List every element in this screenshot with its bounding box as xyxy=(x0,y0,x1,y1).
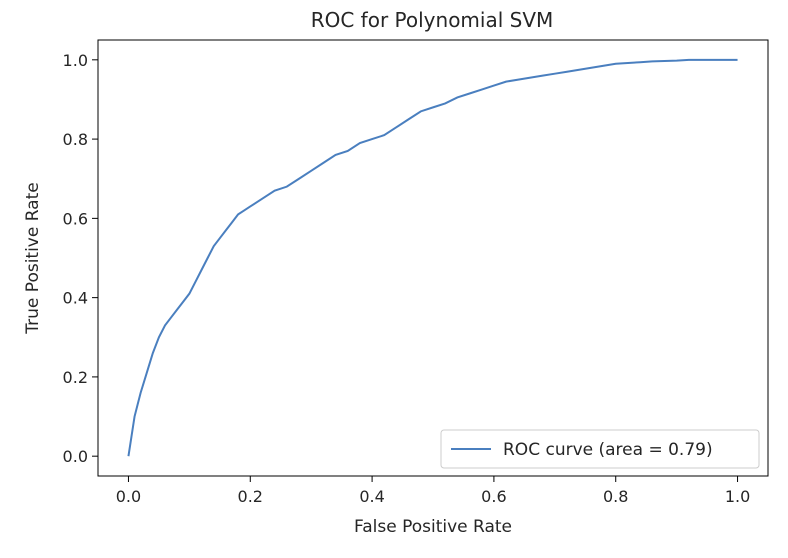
y-tick-label: 0.4 xyxy=(63,289,88,308)
legend: ROC curve (area = 0.79) xyxy=(440,429,760,469)
x-tick-label: 0.4 xyxy=(359,487,384,506)
y-axis-label: True Positive Rate xyxy=(23,182,43,334)
x-tick-label: 0.2 xyxy=(238,487,263,506)
y-axis-ticks: 0.0 0.2 0.4 0.6 0.8 1.0 xyxy=(63,51,98,466)
y-tick-label: 0.6 xyxy=(63,209,88,228)
legend-box xyxy=(440,429,760,469)
x-tick-label: 0.0 xyxy=(116,487,141,506)
x-tick-label: 0.6 xyxy=(481,487,506,506)
x-axis-label: False Positive Rate xyxy=(354,517,512,537)
y-tick-label: 0.0 xyxy=(63,447,88,466)
x-tick-label: 0.8 xyxy=(603,487,628,506)
y-tick-label: 1.0 xyxy=(63,51,88,70)
plot-area-frame xyxy=(97,39,769,477)
roc-curve-line xyxy=(127,58,738,457)
x-tick-label: 1.0 xyxy=(725,487,750,506)
chart-title: ROC for Polynomial SVM xyxy=(311,8,554,32)
y-tick-label: 0.2 xyxy=(63,368,88,387)
x-axis-ticks: 0.0 0.2 0.4 0.6 0.8 1.0 xyxy=(116,476,750,506)
legend-entry-label: ROC curve (area = 0.79) xyxy=(503,440,713,460)
y-tick-label: 0.8 xyxy=(63,130,88,149)
